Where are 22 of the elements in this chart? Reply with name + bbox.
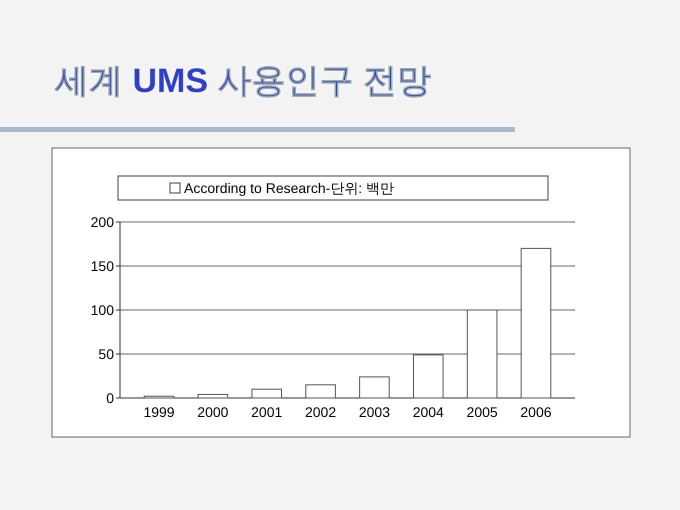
- x-tick-label: 2002: [305, 404, 336, 420]
- x-tick-label: 2003: [358, 404, 390, 420]
- bar: [412, 354, 444, 398]
- x-tick-label: 2001: [251, 404, 283, 420]
- x-tick-label: 2006: [520, 404, 552, 420]
- bar: [251, 388, 282, 398]
- bar: [359, 376, 390, 398]
- x-tick-label: 2005: [466, 404, 498, 420]
- x-tick-label: 2004: [412, 404, 444, 420]
- y-tick-label: 0: [106, 390, 114, 406]
- y-tick-label: 100: [90, 302, 114, 318]
- bar: [520, 248, 552, 398]
- y-tick-label: 150: [90, 258, 114, 274]
- x-tick-label: 2000: [197, 404, 229, 420]
- x-tick-label: 1999: [143, 404, 175, 420]
- y-tick-label: 200: [90, 214, 114, 230]
- y-tick-label: 50: [98, 346, 114, 362]
- chart-title: 세계 UMS 사용인구 전망: [54, 62, 431, 100]
- bar: [305, 384, 336, 398]
- bar: [198, 394, 228, 398]
- text: According to Research-단위: 백만: [184, 180, 394, 196]
- bar: [466, 310, 498, 398]
